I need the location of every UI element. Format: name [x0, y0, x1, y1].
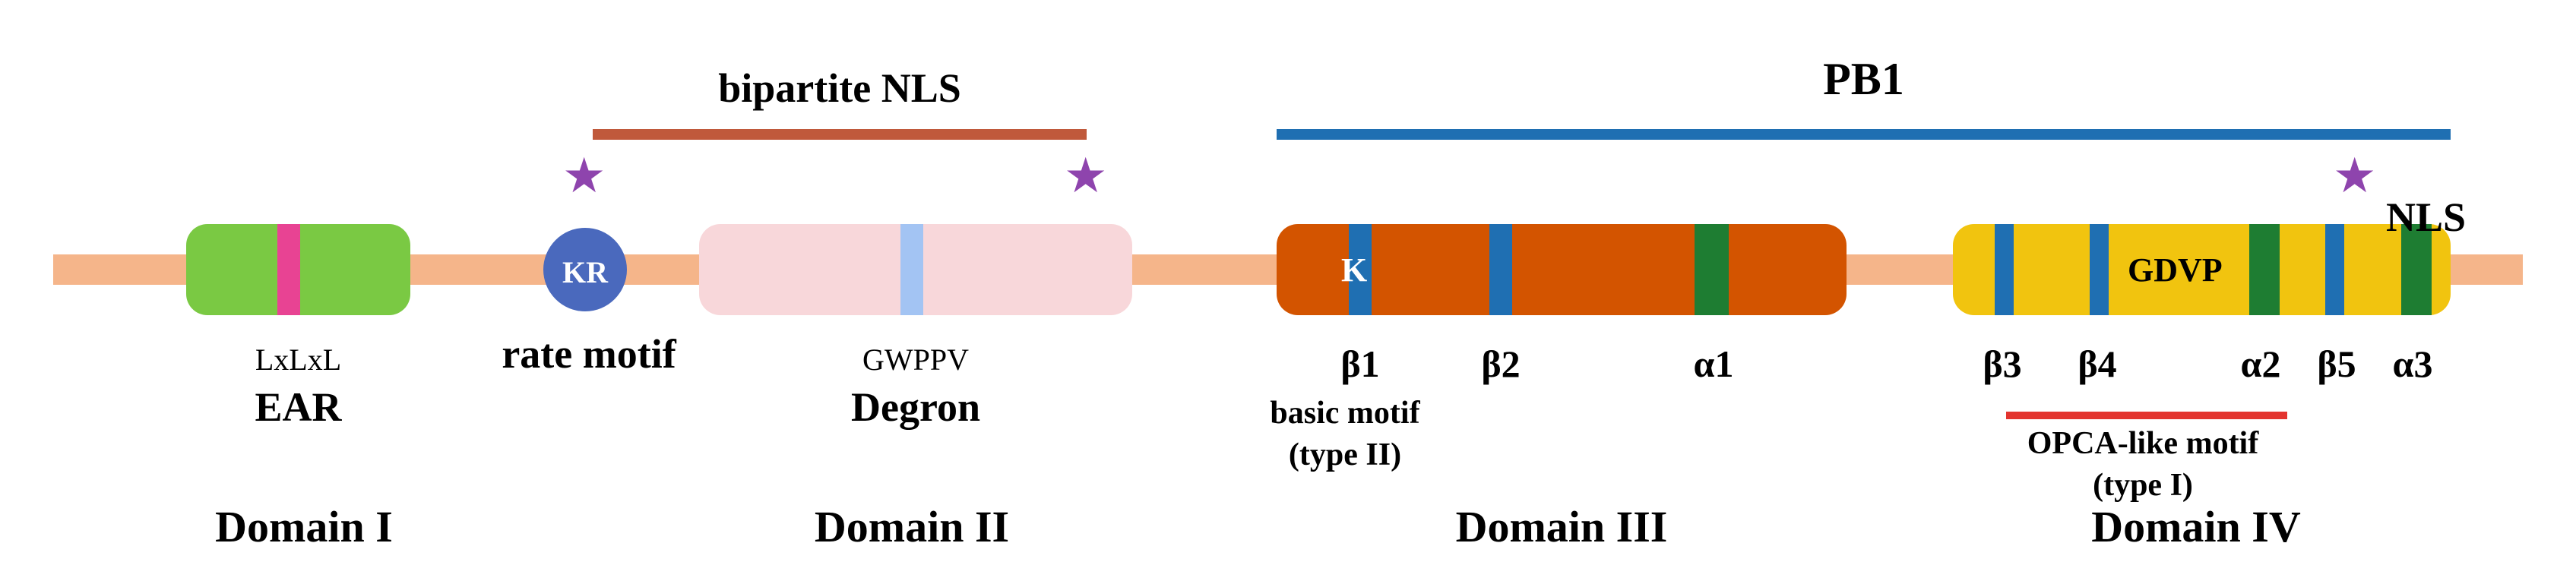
- star-icon-0: ★: [562, 152, 606, 200]
- opca-motif-l2: (type I): [1930, 467, 2356, 504]
- backbone-seg-2: [1132, 254, 1277, 285]
- stripe-d1-0: [277, 224, 300, 315]
- opca-motif-l1: OPCA-like motif: [1930, 425, 2356, 462]
- beta2-label: β2: [1448, 342, 1554, 386]
- basic-motif-l2: (type II): [1223, 437, 1467, 473]
- domain-i-title: Domain I: [91, 501, 517, 552]
- degron-label: Degron: [699, 384, 1132, 431]
- backbone-seg-4: [2451, 254, 2523, 285]
- nls-right-label: NLS: [2386, 194, 2466, 241]
- gdvp-label: GDVP: [2128, 251, 2223, 289]
- domain-iv-title: Domain IV: [1930, 501, 2462, 552]
- stripe-d3-2: [1695, 224, 1729, 315]
- star-icon-2: ★: [2333, 152, 2376, 200]
- pb1-label: PB1: [1277, 53, 2451, 106]
- beta1-label: β1: [1307, 342, 1413, 386]
- backbone-seg-3: [1847, 254, 1953, 285]
- stripe-d4-1: [2090, 224, 2109, 315]
- opca-underline: [2006, 412, 2287, 419]
- alpha3-label: α3: [2367, 342, 2458, 386]
- pb1-bar: [1277, 129, 2451, 140]
- domain-ii-title: Domain II: [699, 501, 1125, 552]
- stripe-d4-3: [2325, 224, 2344, 315]
- domain-iii-title: Domain III: [1277, 501, 1847, 552]
- bipartite-nls-label: bipartite NLS: [593, 65, 1087, 112]
- stripe-d4-0: [1995, 224, 2014, 315]
- stripe-d3-1: [1489, 224, 1512, 315]
- basic-motif-l1: basic motif: [1223, 395, 1467, 431]
- stripe-d4-2: [2249, 224, 2280, 315]
- beta4-label: β4: [2052, 342, 2143, 386]
- ear-label: EAR: [186, 384, 410, 431]
- backbone-seg-0: [53, 254, 186, 285]
- lxlxl-label: LxLxL: [186, 342, 410, 377]
- bipartite-nls-bar: [593, 129, 1087, 140]
- stripe-d2-0: [900, 224, 923, 315]
- kr-label: KR: [543, 254, 627, 290]
- rate-motif-label: rate motif: [467, 330, 710, 377]
- alpha1-label: α1: [1660, 342, 1767, 386]
- beta3-label: β3: [1957, 342, 2048, 386]
- gwppv-label: GWPPV: [699, 342, 1132, 377]
- diagram-canvas: KR ★ ★ ★ bipartite NLS PB1 K GDVP NLS Lx…: [0, 0, 2576, 562]
- k-label: K: [1341, 251, 1367, 289]
- star-icon-1: ★: [1064, 152, 1107, 200]
